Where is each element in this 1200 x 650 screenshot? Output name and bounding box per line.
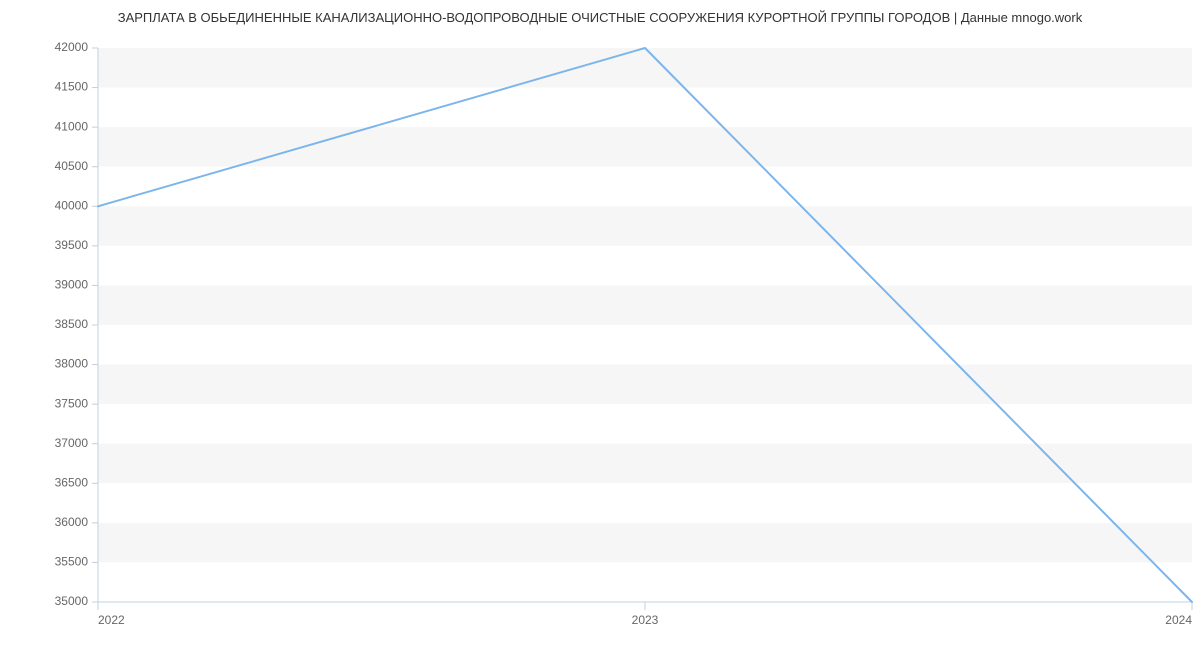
chart-container: ЗАРПЛАТА В ОБЬЕДИНЕННЫЕ КАНАЛИЗАЦИОННО-В… — [0, 0, 1200, 650]
y-tick-label: 40500 — [55, 159, 89, 173]
x-tick-label: 2023 — [632, 613, 659, 627]
y-tick-label: 38500 — [55, 317, 89, 331]
y-tick-label: 42000 — [55, 40, 89, 54]
grid-band — [98, 523, 1192, 563]
chart-title: ЗАРПЛАТА В ОБЬЕДИНЕННЫЕ КАНАЛИЗАЦИОННО-В… — [0, 10, 1200, 25]
grid-band — [98, 246, 1192, 286]
x-tick-label: 2024 — [1165, 613, 1192, 627]
grid-band — [98, 88, 1192, 128]
grid-band — [98, 562, 1192, 602]
y-tick-label: 35500 — [55, 555, 89, 569]
grid-band — [98, 127, 1192, 167]
y-tick-label: 41500 — [55, 80, 89, 94]
y-tick-label: 38000 — [55, 357, 89, 371]
y-tick-label: 39500 — [55, 238, 89, 252]
grid-band — [98, 404, 1192, 444]
y-tick-label: 39000 — [55, 278, 89, 292]
grid-band — [98, 325, 1192, 365]
y-tick-label: 36500 — [55, 475, 89, 489]
grid-band — [98, 483, 1192, 523]
grid-band — [98, 48, 1192, 88]
grid-band — [98, 285, 1192, 325]
y-tick-label: 37000 — [55, 436, 89, 450]
line-chart: 35000 35500 36000 36500 37000 37500 38000 38500… — [0, 0, 1200, 650]
x-tick-label: 2022 — [98, 613, 125, 627]
y-tick-label: 36000 — [55, 515, 89, 529]
y-tick-label: 41000 — [55, 119, 89, 133]
grid-band — [98, 206, 1192, 246]
y-tick-label: 37500 — [55, 396, 89, 410]
grid-band — [98, 444, 1192, 484]
y-tick-label: 35000 — [55, 594, 89, 608]
grid-band — [98, 167, 1192, 207]
y-tick-label: 40000 — [55, 198, 89, 212]
grid-band — [98, 365, 1192, 405]
